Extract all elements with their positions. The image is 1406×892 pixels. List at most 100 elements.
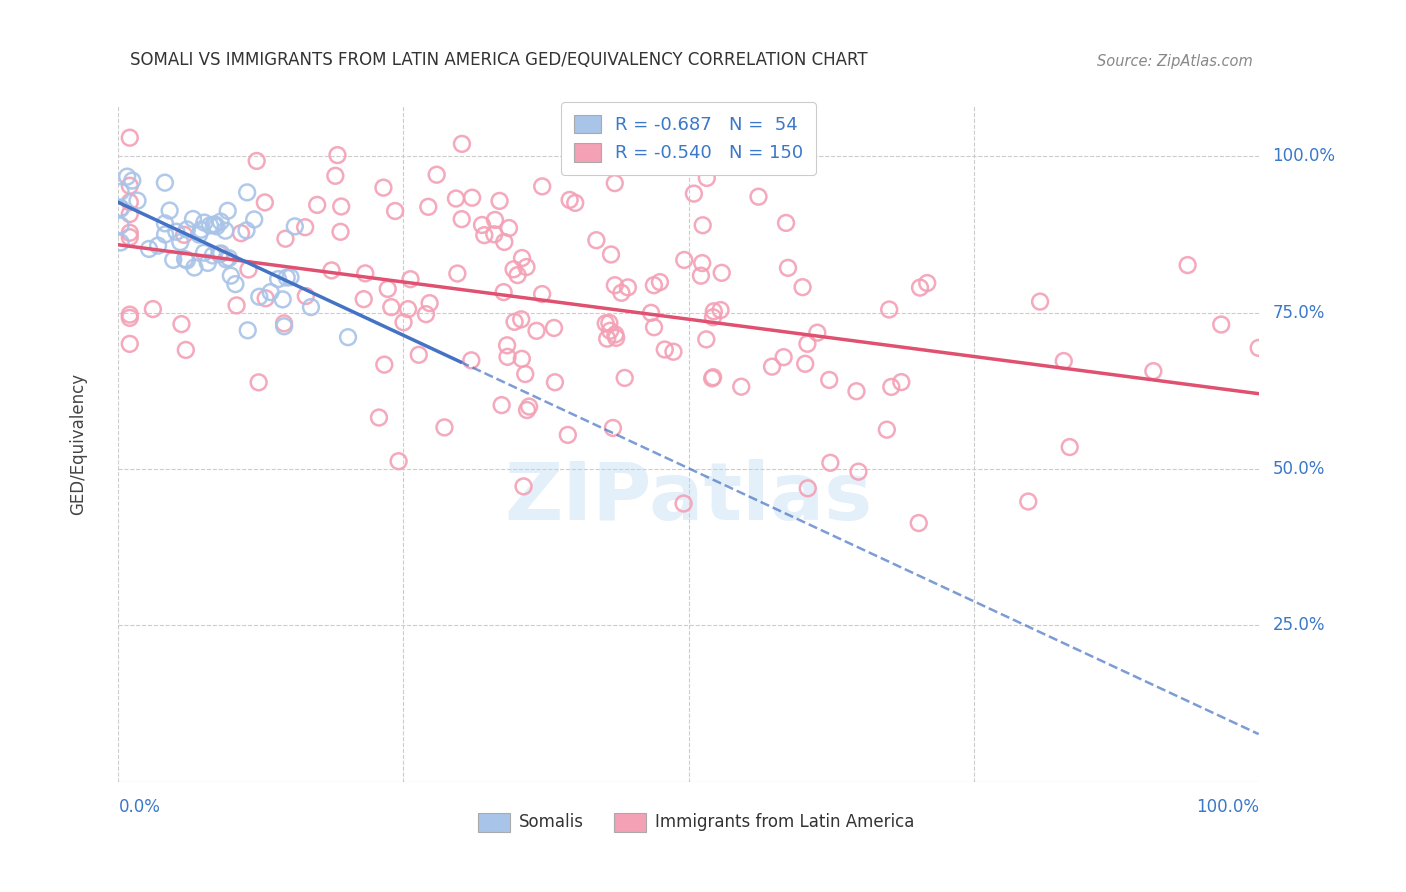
Point	[247, 376, 270, 390]
Point	[444, 192, 467, 206]
Legend: R = -0.687   N =  54, R = -0.540   N = 150: R = -0.687 N = 54, R = -0.540 N = 150	[561, 102, 815, 175]
Point	[295, 289, 318, 303]
Text: 50.0%: 50.0%	[1272, 460, 1324, 478]
Point	[491, 398, 513, 412]
Point	[818, 373, 841, 387]
Point	[605, 327, 627, 342]
Point	[190, 223, 212, 237]
Point	[380, 300, 402, 314]
Point	[662, 344, 685, 359]
Point	[772, 350, 794, 364]
Point	[515, 367, 537, 381]
Point	[176, 222, 198, 236]
Point	[695, 332, 717, 346]
Point	[193, 245, 215, 260]
Point	[512, 479, 534, 493]
Point	[796, 481, 818, 495]
Point	[595, 317, 617, 331]
Point	[162, 252, 184, 267]
Point	[877, 302, 900, 317]
Point	[761, 359, 783, 374]
Point	[384, 204, 406, 219]
Point	[672, 496, 695, 510]
Point	[603, 176, 626, 190]
Point	[274, 232, 297, 246]
Point	[702, 370, 724, 384]
Point	[696, 171, 718, 186]
Point	[544, 376, 567, 390]
Point	[776, 260, 799, 275]
Point	[208, 247, 231, 261]
Point	[531, 179, 554, 194]
Text: 0.0%: 0.0%	[118, 798, 160, 816]
Point	[399, 272, 422, 286]
Point	[690, 268, 713, 283]
Point	[575, 130, 598, 145]
Point	[159, 203, 181, 218]
Point	[596, 332, 619, 346]
Point	[118, 207, 141, 221]
Point	[173, 227, 195, 242]
Point	[219, 268, 242, 283]
Point	[510, 251, 533, 265]
Point	[908, 280, 931, 294]
Point	[118, 308, 141, 322]
Point	[247, 290, 270, 304]
Point	[153, 227, 176, 242]
Point	[373, 180, 395, 194]
Text: ZIPatlas: ZIPatlas	[505, 459, 873, 537]
Point	[516, 403, 538, 417]
Point	[747, 190, 769, 204]
Point	[446, 267, 468, 281]
Text: SOMALI VS IMMIGRANTS FROM LATIN AMERICA GED/EQUIVALENCY CORRELATION CHART: SOMALI VS IMMIGRANTS FROM LATIN AMERICA …	[129, 52, 868, 70]
Text: Source: ZipAtlas.com: Source: ZipAtlas.com	[1097, 54, 1253, 70]
Point	[181, 212, 204, 227]
Point	[498, 221, 520, 235]
Point	[174, 252, 197, 267]
Point	[640, 306, 662, 320]
Point	[294, 220, 316, 235]
Text: Somalis: Somalis	[519, 814, 583, 831]
Point	[515, 260, 537, 274]
Point	[496, 350, 519, 364]
Point	[654, 343, 676, 357]
Point	[484, 227, 506, 242]
Point	[558, 193, 581, 207]
Point	[236, 323, 259, 337]
Point	[610, 285, 633, 300]
Point	[648, 275, 671, 289]
Point	[890, 375, 912, 389]
Point	[271, 293, 294, 307]
Point	[197, 256, 219, 270]
Point	[603, 278, 626, 293]
Point	[510, 312, 533, 326]
Point	[118, 310, 141, 325]
Point	[118, 337, 141, 351]
Point	[526, 324, 548, 338]
Point	[321, 263, 343, 277]
Point	[204, 218, 226, 232]
Text: 100.0%: 100.0%	[1272, 147, 1336, 165]
Point	[502, 262, 524, 277]
Point	[276, 270, 298, 285]
Point	[484, 213, 506, 227]
Point	[510, 351, 533, 366]
Point	[253, 195, 276, 210]
Point	[165, 225, 187, 239]
Point	[710, 266, 733, 280]
Point	[392, 315, 415, 329]
Point	[118, 226, 141, 240]
Point	[600, 247, 623, 261]
Point	[775, 216, 797, 230]
Point	[280, 270, 302, 285]
Point	[169, 235, 191, 249]
Point	[408, 348, 430, 362]
Point	[564, 195, 586, 210]
Point	[229, 226, 252, 240]
Point	[492, 285, 515, 300]
Point	[388, 454, 411, 468]
Point	[273, 319, 295, 334]
Point	[110, 219, 132, 233]
Point	[806, 326, 828, 340]
Point	[702, 371, 724, 385]
